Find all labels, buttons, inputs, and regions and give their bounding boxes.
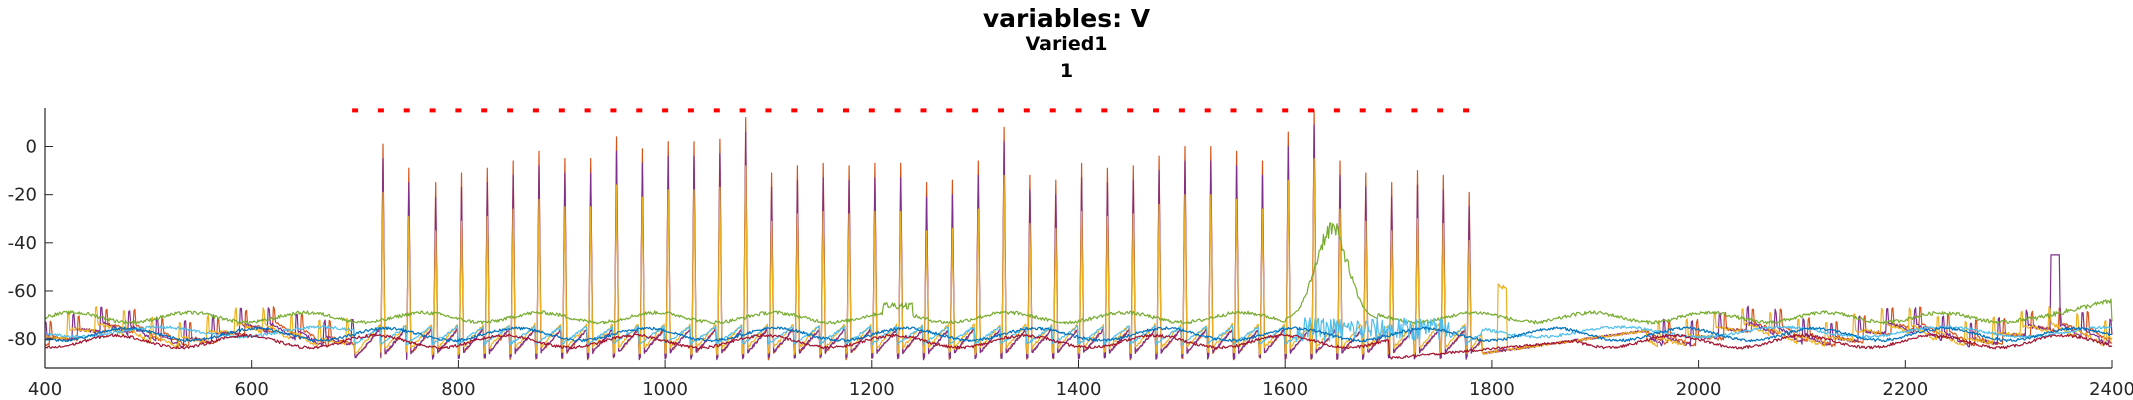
- stimulus-marker: [1282, 108, 1289, 113]
- series-line-3: [44, 222, 2113, 325]
- x-tick-label: 1600: [1262, 379, 1308, 400]
- x-tick-label: 800: [441, 379, 475, 400]
- stimulus-marker: [584, 108, 591, 113]
- series-line-4: [44, 317, 2113, 346]
- stimulus-marker: [532, 108, 539, 113]
- stimulus-marker: [920, 108, 927, 113]
- y-tick-label: -20: [8, 185, 37, 206]
- x-tick-label: 400: [28, 379, 62, 400]
- stimulus-marker: [1411, 108, 1418, 113]
- x-tick-label: 1200: [849, 379, 895, 400]
- stimulus-marker: [662, 108, 669, 113]
- x-tick-label: 1400: [1056, 379, 1102, 400]
- stimulus-marker: [1023, 108, 1030, 113]
- stimulus-marker: [972, 108, 979, 113]
- stimulus-marker: [1101, 108, 1108, 113]
- series-line-2: [44, 158, 2113, 356]
- x-tick-label: 2000: [1676, 379, 1722, 400]
- x-tick-label: 1800: [1469, 379, 1515, 400]
- stimulus-marker: [765, 108, 772, 113]
- stimulus-marker: [610, 108, 617, 113]
- x-tick-label: 2400: [2089, 379, 2133, 400]
- stimulus-marker: [998, 108, 1004, 113]
- x-tick-label: 2200: [1882, 379, 1928, 400]
- stimulus-marker: [1333, 108, 1340, 113]
- stimulus-marker: [739, 108, 746, 113]
- stimulus-marker: [894, 108, 901, 113]
- stimulus-marker: [1256, 108, 1263, 113]
- axes-group: 400 600 800 1000 1200 1400 1600 1800 2000 2200 240…: [8, 108, 2133, 400]
- stimulus-marker: [1049, 108, 1056, 113]
- y-tick-label: -60: [8, 281, 37, 302]
- stimulus-marker: [1385, 108, 1392, 113]
- stimulus-marker: [1204, 108, 1211, 113]
- stimulus-marker: [1127, 108, 1134, 113]
- stimulus-marker: [455, 108, 462, 113]
- stimulus-markers-group: [352, 108, 1470, 113]
- stimulus-marker: [481, 108, 488, 113]
- series-line-6: [44, 333, 2113, 360]
- stimulus-marker: [1359, 108, 1366, 113]
- stimulus-marker: [946, 108, 953, 113]
- chart-subtitle-2: 1: [1059, 60, 1074, 82]
- stimulus-marker: [1178, 108, 1185, 113]
- y-tick-label: 0: [26, 137, 37, 158]
- stimulus-marker: [817, 108, 824, 113]
- stimulus-marker: [1075, 108, 1082, 113]
- series-line-1: [44, 124, 2113, 361]
- traces-group: [44, 109, 2113, 361]
- stimulus-marker: [1308, 108, 1314, 113]
- stimulus-marker: [352, 108, 359, 113]
- stimulus-marker: [713, 108, 720, 113]
- stimulus-marker: [1463, 108, 1470, 113]
- stimulus-marker: [1153, 108, 1159, 113]
- stimulus-marker: [687, 108, 694, 113]
- x-tick-label: 600: [235, 379, 269, 400]
- chart-subtitle: Varied1: [1025, 33, 1108, 55]
- series-line-5: [44, 326, 2113, 343]
- y-tick-label: -40: [8, 233, 37, 254]
- stimulus-marker: [868, 108, 875, 113]
- y-tick-label: -80: [8, 329, 37, 350]
- stimulus-marker: [377, 108, 384, 113]
- stimulus-marker: [507, 108, 514, 113]
- stimulus-marker: [403, 108, 410, 113]
- stimulus-marker: [791, 108, 798, 113]
- stimulus-marker: [429, 108, 436, 113]
- chart-title: variables: V: [982, 4, 1151, 33]
- stimulus-marker: [636, 108, 643, 113]
- stimulus-marker: [1437, 108, 1444, 113]
- stimulus-marker: [1230, 108, 1237, 113]
- stimulus-marker: [558, 108, 565, 113]
- stimulus-marker: [843, 108, 849, 113]
- x-tick-label: 1000: [642, 379, 688, 400]
